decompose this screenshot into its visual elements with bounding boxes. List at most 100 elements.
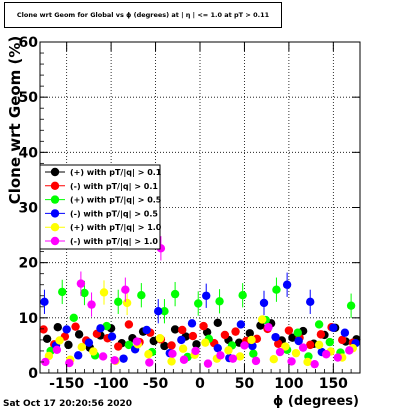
data-point	[124, 340, 134, 350]
data-point	[281, 342, 290, 351]
data-point	[199, 321, 208, 331]
y-tick-label: 0	[28, 366, 38, 382]
data-point	[187, 319, 197, 328]
data-point	[52, 345, 62, 355]
data-point	[251, 356, 261, 366]
y-axis-label: Clone wrt Geom (%)	[6, 36, 24, 205]
data-point	[137, 291, 146, 300]
data-point	[325, 337, 334, 347]
data-point	[154, 307, 163, 316]
data-point	[64, 340, 73, 350]
data-point	[58, 287, 67, 297]
data-point	[62, 325, 71, 334]
data-point	[74, 330, 84, 339]
data-point	[236, 320, 246, 329]
data-point	[160, 307, 169, 316]
data-point	[53, 323, 62, 332]
data-point	[167, 341, 176, 350]
x-tick-label: -50	[143, 376, 169, 392]
data-point	[110, 356, 119, 365]
data-point	[114, 297, 123, 307]
data-point	[170, 325, 180, 334]
data-point	[245, 329, 254, 338]
data-point	[215, 297, 224, 306]
data-point	[98, 352, 108, 361]
data-point	[306, 297, 315, 307]
data-point	[282, 280, 292, 289]
legend-marker	[50, 195, 60, 204]
data-point	[42, 334, 52, 343]
data-point	[345, 346, 354, 355]
data-point	[191, 346, 200, 356]
data-point	[114, 342, 123, 351]
data-point	[201, 338, 210, 347]
x-tick-label: 0	[195, 376, 205, 392]
data-point	[80, 288, 89, 298]
data-point	[178, 325, 187, 335]
data-point	[203, 359, 213, 368]
data-point	[122, 298, 132, 308]
x-tick-label: -100	[94, 376, 129, 392]
data-point	[177, 335, 186, 345]
data-point	[76, 279, 86, 288]
data-point	[87, 300, 96, 309]
legend-label: (-) with pT/|q| > 0.5	[70, 209, 158, 218]
legend-label: (+) with pT/|q| > 1.0	[70, 223, 162, 232]
data-point	[247, 335, 256, 345]
data-point	[65, 358, 74, 368]
data-point	[168, 349, 177, 358]
axis-ticks: 0 10 20 30 40 50 60 -150 -100 -50 0 50 100 150	[19, 35, 360, 392]
data-point	[170, 289, 180, 299]
data-point	[293, 328, 302, 337]
data-point	[235, 352, 245, 361]
data-point	[89, 347, 98, 356]
legend-marker	[50, 167, 60, 177]
data-point	[224, 346, 233, 355]
y-tick-label: 30	[19, 201, 39, 217]
x-tick-label: 50	[235, 376, 255, 392]
timestamp: Sat Oct 17 20:20:56 2020	[3, 399, 133, 409]
data-point	[329, 323, 338, 332]
data-point	[340, 328, 350, 337]
data-point	[178, 344, 188, 353]
y-tick-label: 60	[19, 35, 39, 51]
data-point	[74, 351, 83, 360]
data-point	[77, 342, 86, 352]
data-point	[258, 315, 267, 324]
data-point	[119, 354, 128, 363]
data-point	[272, 285, 281, 294]
data-point	[228, 354, 238, 363]
data-point	[160, 341, 169, 351]
data-point	[274, 339, 283, 348]
legend-box	[39, 164, 161, 250]
data-point	[213, 343, 222, 353]
chart-title: Clone wrt Geom for Global vs ϕ (degrees)…	[16, 11, 270, 19]
legend-label: (+) with pT/|q| > 0.5	[70, 196, 162, 205]
data-point	[39, 325, 48, 334]
legend-marker	[50, 181, 60, 190]
data-point	[179, 355, 189, 364]
data-point	[55, 336, 64, 345]
data-point	[188, 331, 198, 341]
y-tick-label: 10	[19, 311, 39, 327]
data-point	[284, 326, 294, 335]
data-point	[303, 357, 312, 367]
legend-marker	[50, 236, 60, 246]
data-point	[322, 350, 331, 359]
data-point	[269, 355, 278, 364]
legend-marker	[50, 223, 60, 232]
data-point	[155, 334, 165, 343]
data-point	[121, 285, 130, 294]
data-point	[71, 322, 80, 331]
data-point	[316, 330, 326, 339]
data-point	[99, 288, 109, 297]
data-point	[96, 324, 105, 333]
data-point	[306, 340, 315, 350]
y-tick-label: 40	[19, 145, 39, 161]
data-point	[132, 337, 142, 346]
data-point	[144, 350, 153, 359]
data-point	[167, 357, 176, 366]
data-point	[194, 299, 203, 308]
x-tick-label: 150	[319, 376, 348, 392]
data-point	[275, 347, 285, 357]
